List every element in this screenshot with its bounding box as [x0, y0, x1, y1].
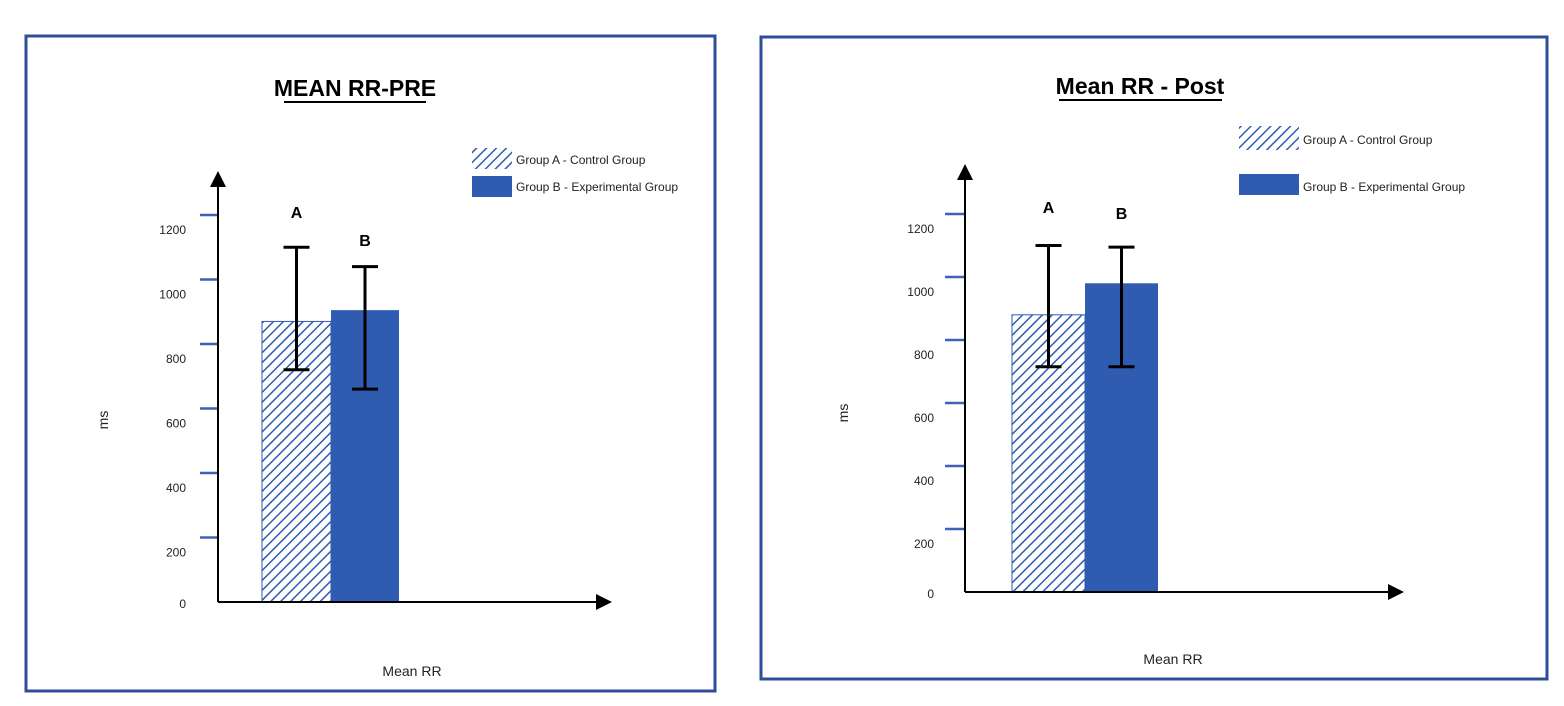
- legend-label-b: Group B - Experimental Group: [516, 180, 678, 194]
- legend-label-a: Group A - Control Group: [1303, 133, 1433, 147]
- bar-label-b: B: [1116, 206, 1128, 223]
- legend-swatch-b: [472, 176, 512, 197]
- bar-label-a: A: [291, 205, 303, 222]
- legend-swatch-b: [1239, 174, 1299, 195]
- chart-title: MEAN RR-PRE: [274, 75, 436, 101]
- y-tick-label: 800: [166, 352, 186, 366]
- chart-panel-post: Mean RR - Post ms Mean RR 0 200 400 600 800 1…: [759, 35, 1549, 681]
- y-axis-ticks: 0 200 400 600 800 1000 1200: [159, 213, 218, 611]
- chart-title: Mean RR - Post: [1056, 73, 1225, 99]
- legend-swatch-a: [472, 148, 512, 169]
- y-tick-label: 200: [914, 537, 934, 551]
- y-tick-label: 0: [179, 597, 186, 611]
- bar-label-a: A: [1043, 200, 1055, 217]
- y-axis-ticks: 0 200 400 600 800 1000 1200: [907, 212, 965, 601]
- bars: AB: [261, 205, 399, 603]
- legend-swatch-a: [1239, 126, 1299, 150]
- y-tick-label: 0: [927, 587, 934, 601]
- y-tick-label: 1200: [907, 222, 934, 236]
- legend: Group A - Control Group Group B - Experi…: [472, 148, 678, 197]
- y-tick-label: 1000: [907, 285, 934, 299]
- y-tick-label: 200: [166, 546, 186, 560]
- legend: Group A - Control Group Group B - Experi…: [1239, 126, 1465, 195]
- y-tick-label: 600: [914, 411, 934, 425]
- x-axis-title: Mean RR: [1143, 651, 1202, 667]
- bar-label-b: B: [359, 233, 371, 250]
- legend-label-a: Group A - Control Group: [516, 153, 646, 167]
- x-axis-title: Mean RR: [382, 663, 441, 679]
- y-tick-label: 600: [166, 417, 186, 431]
- y-tick-label: 1000: [159, 288, 186, 302]
- y-tick-label: 1200: [159, 223, 186, 237]
- y-tick-label: 400: [166, 481, 186, 495]
- y-tick-label: 800: [914, 348, 934, 362]
- chart-panel-pre: MEAN RR-PRE ms Mean RR 0 200 400 600 800 1000…: [24, 34, 717, 693]
- y-axis-title: ms: [835, 404, 851, 423]
- legend-label-b: Group B - Experimental Group: [1303, 180, 1465, 194]
- y-axis-title: ms: [95, 411, 111, 430]
- y-tick-label: 400: [914, 474, 934, 488]
